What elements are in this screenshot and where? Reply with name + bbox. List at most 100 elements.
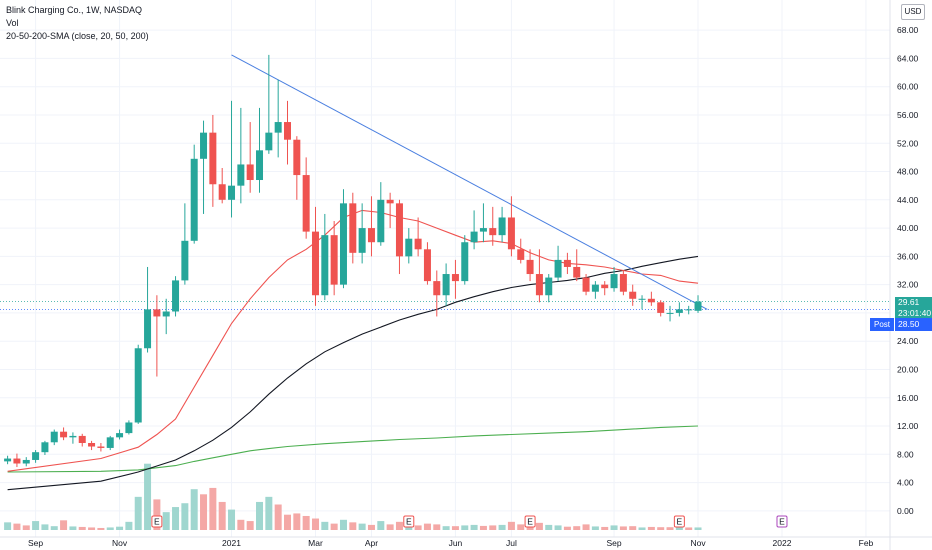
candle-body — [610, 274, 618, 289]
candle-body — [4, 458, 12, 462]
post-market-tag: Post — [870, 318, 894, 332]
volume-bar — [125, 521, 133, 530]
x-tick-label: Sep — [606, 538, 621, 548]
candle-body — [172, 280, 180, 312]
candle-body — [619, 274, 627, 292]
candle-body — [629, 291, 637, 299]
y-tick-label: 8.00 — [897, 449, 914, 459]
candle-body — [563, 259, 571, 267]
volume-bar — [535, 522, 543, 530]
candle-body — [638, 298, 646, 300]
volume-bar — [367, 524, 375, 530]
candle-body — [470, 231, 478, 243]
y-tick-label: 40.00 — [897, 223, 919, 233]
volume-bar — [274, 504, 282, 530]
candle-body — [293, 139, 301, 176]
chart-legend: Blink Charging Co., 1W, NASDAQ Vol 20-50… — [6, 4, 149, 43]
volume-bar — [116, 526, 124, 530]
post-market-price: 28.50 — [895, 318, 932, 332]
volume-bar — [591, 526, 599, 530]
candle-body — [284, 122, 291, 140]
candle-body — [386, 199, 394, 204]
volume-bar — [339, 519, 347, 530]
sma200-line — [7, 425, 699, 473]
candle-body — [479, 228, 487, 232]
y-tick-label: 44.00 — [897, 195, 919, 205]
candle-body — [582, 277, 590, 292]
legend-title: Blink Charging Co., 1W, NASDAQ — [6, 5, 143, 15]
earnings-marker — [524, 515, 536, 528]
volume-bar — [237, 519, 245, 530]
volume-bar — [563, 526, 571, 530]
candle-body — [573, 266, 581, 278]
earnings-marker-label: E — [154, 517, 160, 527]
y-tick-label: 24.00 — [897, 336, 919, 346]
candle-body — [22, 459, 30, 464]
volume-bar — [246, 521, 254, 530]
volume-bar — [349, 522, 357, 530]
volume-bar — [200, 494, 208, 530]
bar-countdown: 23:01:40 — [898, 307, 932, 318]
x-tick-label: 2021 — [222, 538, 241, 548]
volume-bar — [78, 526, 86, 530]
candle-body — [367, 228, 375, 243]
volume-bar — [619, 526, 627, 530]
x-tick-label: Nov — [690, 538, 706, 548]
volume-bar — [162, 512, 170, 530]
y-tick-label: 12.00 — [897, 421, 919, 431]
y-tick-label: 16.00 — [897, 393, 919, 403]
y-tick-label: 48.00 — [897, 167, 919, 177]
volume-bar — [414, 525, 422, 530]
volume-bar — [694, 527, 702, 530]
candle-body — [451, 274, 459, 282]
candle-body — [339, 203, 347, 285]
candle-body — [237, 164, 245, 186]
volume-bar — [218, 501, 226, 530]
volume-bar — [209, 487, 217, 530]
candle-body — [675, 309, 683, 313]
last-price-label: 29.61 23:01:40 — [895, 296, 932, 319]
candle-body — [41, 442, 49, 453]
earnings-marker-label: E — [527, 517, 533, 527]
candle-body — [647, 298, 655, 303]
candle-body — [311, 231, 319, 296]
candle-body — [97, 446, 105, 448]
candle-body — [349, 203, 357, 253]
candle-body — [190, 158, 198, 241]
volume-bar — [461, 525, 469, 530]
candle-body — [32, 452, 40, 460]
candle-body — [423, 249, 431, 282]
candle-body — [554, 259, 562, 278]
volume-bar — [256, 501, 264, 530]
currency-badge[interactable]: USD — [901, 4, 925, 20]
volume-bar — [50, 526, 58, 530]
volume-bar — [4, 522, 12, 530]
candle-body — [330, 235, 338, 285]
last-price-value: 29.61 — [898, 296, 920, 307]
volume-bar — [582, 524, 590, 530]
y-tick-label: 20.00 — [897, 364, 919, 374]
earnings-marker — [776, 515, 788, 528]
x-tick-label: 2022 — [773, 538, 792, 548]
volume-bar — [433, 524, 441, 530]
x-tick-label: Sep — [28, 538, 43, 548]
volume-bar — [32, 521, 40, 530]
candle-body — [601, 284, 609, 289]
volume-bar — [554, 525, 562, 530]
legend-vol: Vol — [6, 18, 19, 28]
volume-bar — [228, 509, 236, 530]
y-tick-label: 4.00 — [897, 478, 914, 488]
volume-bar — [666, 527, 674, 530]
volume-bar — [610, 525, 618, 530]
candle-body — [657, 302, 665, 313]
candle-body — [200, 132, 208, 159]
x-tick-label: Mar — [308, 538, 323, 548]
candle-body — [78, 435, 86, 443]
earnings-marker — [151, 515, 163, 528]
candle-body — [50, 431, 58, 443]
candle-body — [144, 309, 152, 349]
volume-bar — [601, 526, 609, 530]
volume-bar — [88, 527, 96, 530]
earnings-marker — [403, 515, 415, 528]
